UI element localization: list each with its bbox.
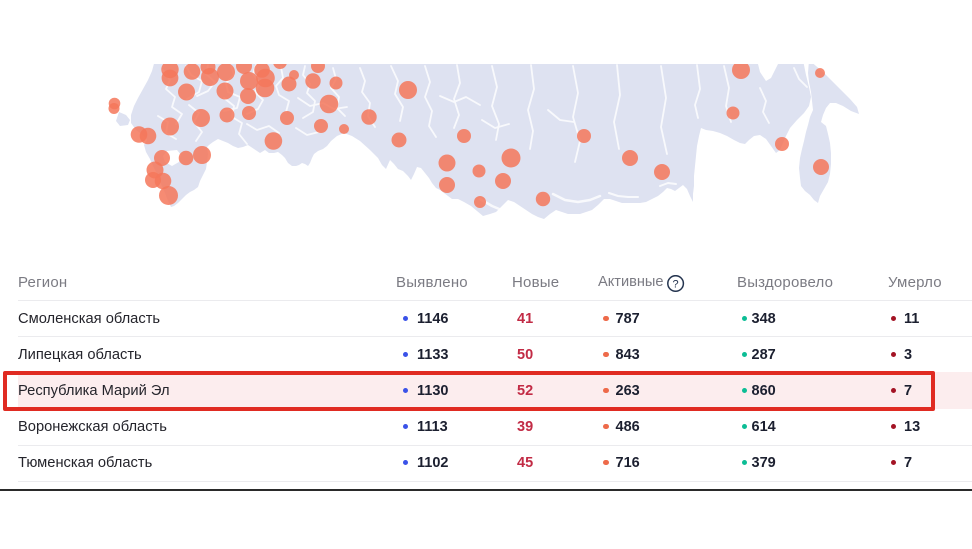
- svg-text:?: ?: [673, 278, 679, 290]
